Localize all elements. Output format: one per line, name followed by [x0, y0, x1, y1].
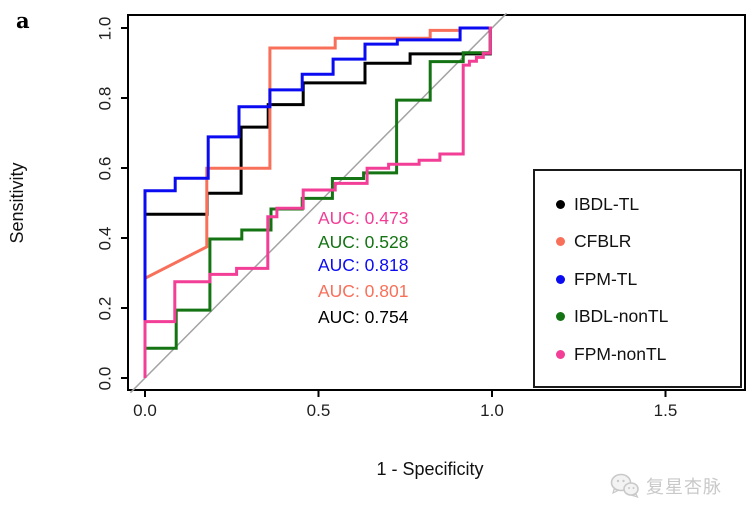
y-tick-label: 0.0: [95, 366, 115, 391]
legend-item-IBDL-nonTL: IBDL-nonTL: [535, 306, 740, 326]
legend-item-FPM-TL: FPM-TL: [535, 269, 740, 289]
legend-label: CFBLR: [574, 231, 632, 252]
auc-annotation: AUC: 0.818: [318, 254, 409, 275]
chance-diagonal-line: [129, 12, 508, 394]
y-tick-label: 0.2: [95, 296, 115, 321]
wechat-icon: [610, 473, 639, 498]
watermark: 复星杏脉: [610, 468, 750, 504]
auc-annotation: AUC: 0.528: [318, 231, 409, 252]
y-tick-label: 0.6: [95, 156, 115, 181]
x-tick-label: 0.0: [133, 401, 157, 420]
auc-annotation: AUC: 0.473: [318, 208, 409, 229]
legend-label: FPM-TL: [574, 268, 638, 289]
y-tick-label: 1.0: [95, 16, 115, 41]
x-tick-label: 1.5: [653, 401, 678, 420]
y-axis-title: Sensitivity: [7, 162, 27, 244]
roc-curve-FPM-TL: [143, 26, 492, 378]
legend-item-CFBLR: CFBLR: [535, 231, 740, 251]
x-tick-label: 0.5: [306, 401, 331, 420]
legend-dot: [556, 200, 565, 209]
legend-dot: [556, 237, 565, 247]
roc-curve-IBDL-nonTL: [143, 26, 492, 378]
legend-item-IBDL-TL: IBDL-TL: [535, 194, 740, 214]
auc-annotation: AUC: 0.801: [318, 280, 409, 301]
legend-label: IBDL-TL: [574, 194, 640, 214]
legend-label: IBDL-nonTL: [574, 306, 669, 327]
legend: IBDL-TL CFBLR FPM-TL IBDL-nonTL FPM-nonTL: [533, 169, 742, 388]
auc-annotation: AUC: 0.754: [318, 307, 409, 328]
legend-dot: [556, 312, 565, 322]
roc-curve-FPM-nonTL: [143, 26, 492, 378]
panel-label: a: [16, 8, 30, 33]
watermark-text: 复星杏脉: [646, 477, 722, 497]
y-tick-label: 0.4: [95, 226, 115, 251]
legend-item-FPM-nonTL: FPM-nonTL: [535, 344, 740, 364]
x-tick-label: 1.0: [480, 401, 504, 420]
legend-label: FPM-nonTL: [574, 343, 667, 364]
legend-dot: [556, 274, 565, 284]
y-tick-label: 0.8: [95, 86, 115, 111]
x-axis-title: 1 - Specificity: [376, 459, 484, 479]
plot-border: [127, 14, 746, 391]
legend-dot: [556, 349, 565, 359]
